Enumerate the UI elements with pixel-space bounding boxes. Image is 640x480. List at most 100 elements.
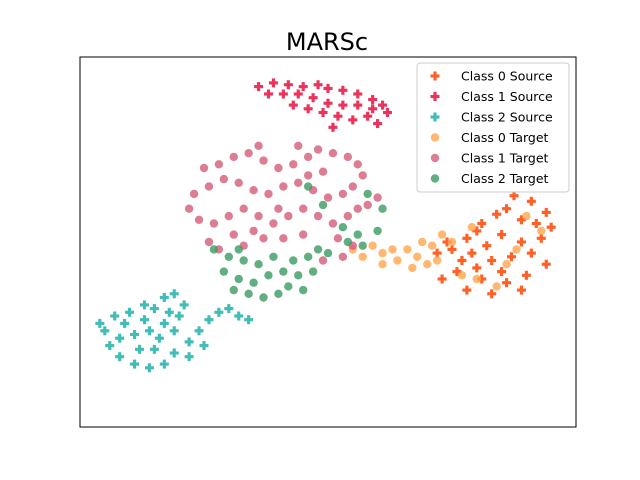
- legend-label: Class 2 Target: [461, 171, 549, 186]
- data-point: [229, 285, 238, 295]
- data-point: [289, 160, 298, 169]
- data-point: [194, 326, 204, 336]
- data-point: [338, 100, 348, 110]
- data-point: [115, 352, 125, 362]
- data-point: [388, 245, 397, 254]
- data-point: [526, 196, 536, 206]
- data-point: [259, 234, 268, 243]
- data-point: [303, 152, 313, 162]
- data-point: [174, 311, 184, 321]
- data-point: [343, 152, 353, 162]
- data-point: [169, 289, 179, 299]
- data-point: [244, 315, 254, 325]
- data-point: [313, 80, 323, 90]
- data-point: [308, 93, 318, 103]
- data-point: [526, 248, 536, 258]
- series-class-0-source: [432, 191, 556, 299]
- legend-marker: [430, 112, 440, 122]
- data-point: [214, 160, 224, 169]
- data-point: [509, 191, 519, 201]
- data-point: [378, 100, 388, 110]
- data-point: [209, 219, 219, 228]
- legend-label: Class 0 Target: [461, 130, 549, 145]
- data-point: [284, 211, 293, 221]
- data-point: [254, 82, 264, 92]
- data-point: [264, 189, 273, 199]
- data-point: [358, 241, 367, 250]
- data-point: [368, 95, 378, 105]
- data-point: [139, 315, 149, 325]
- data-point: [358, 252, 367, 261]
- data-point: [423, 260, 432, 269]
- data-point: [299, 204, 308, 213]
- legend-box: [416, 62, 570, 193]
- data-point: [427, 241, 437, 250]
- data-point: [169, 326, 179, 336]
- data-point: [323, 83, 333, 93]
- data-point: [219, 174, 229, 184]
- data-point: [278, 89, 288, 99]
- data-point: [477, 274, 487, 284]
- data-point: [353, 89, 363, 99]
- data-point: [194, 215, 204, 224]
- data-point: [497, 267, 507, 277]
- data-point: [144, 326, 154, 336]
- legend-marker: [430, 133, 440, 142]
- data-point: [299, 285, 308, 295]
- data-point: [293, 89, 303, 99]
- data-point: [283, 80, 293, 90]
- data-point: [159, 318, 169, 328]
- data-point: [308, 267, 318, 276]
- data-point: [452, 267, 462, 277]
- data-point: [432, 256, 442, 265]
- data-point: [264, 271, 273, 280]
- data-point: [159, 359, 169, 369]
- data-point: [263, 89, 273, 99]
- data-point: [259, 293, 268, 302]
- data-point: [368, 241, 377, 250]
- data-point: [274, 289, 283, 298]
- data-point: [303, 182, 313, 191]
- data-point: [284, 282, 293, 291]
- data-point: [378, 248, 387, 258]
- data-point: [492, 282, 501, 291]
- data-point: [184, 352, 194, 362]
- data-point: [328, 149, 338, 158]
- data-point: [358, 171, 367, 180]
- data-point: [333, 234, 343, 243]
- data-point: [353, 100, 363, 110]
- data-point: [299, 230, 308, 239]
- data-point: [224, 304, 234, 314]
- data-point: [477, 219, 487, 228]
- data-point: [219, 267, 229, 276]
- data-point: [467, 223, 477, 232]
- data-point: [313, 211, 323, 221]
- data-point: [159, 293, 169, 302]
- data-point: [154, 333, 164, 343]
- chart-title: MARSc: [286, 28, 368, 56]
- data-point: [234, 245, 243, 254]
- data-point: [338, 223, 348, 232]
- legend-label: Class 2 Source: [461, 110, 553, 125]
- data-point: [403, 245, 412, 254]
- data-point: [413, 252, 422, 261]
- data-point: [149, 304, 159, 314]
- data-point: [95, 318, 105, 328]
- data-point: [179, 300, 189, 310]
- data-point: [502, 278, 512, 288]
- data-point: [492, 209, 502, 219]
- data-point: [328, 219, 338, 228]
- data-point: [462, 285, 472, 295]
- data-point: [289, 256, 298, 265]
- data-point: [244, 289, 253, 298]
- data-point: [373, 226, 382, 236]
- series-class-2-target: [209, 182, 387, 302]
- data-point: [130, 330, 140, 339]
- data-point: [516, 285, 526, 295]
- data-point: [522, 211, 531, 221]
- data-point: [318, 108, 328, 117]
- data-point: [338, 252, 348, 261]
- data-point: [373, 119, 383, 129]
- data-point: [269, 219, 278, 228]
- data-point: [189, 189, 199, 199]
